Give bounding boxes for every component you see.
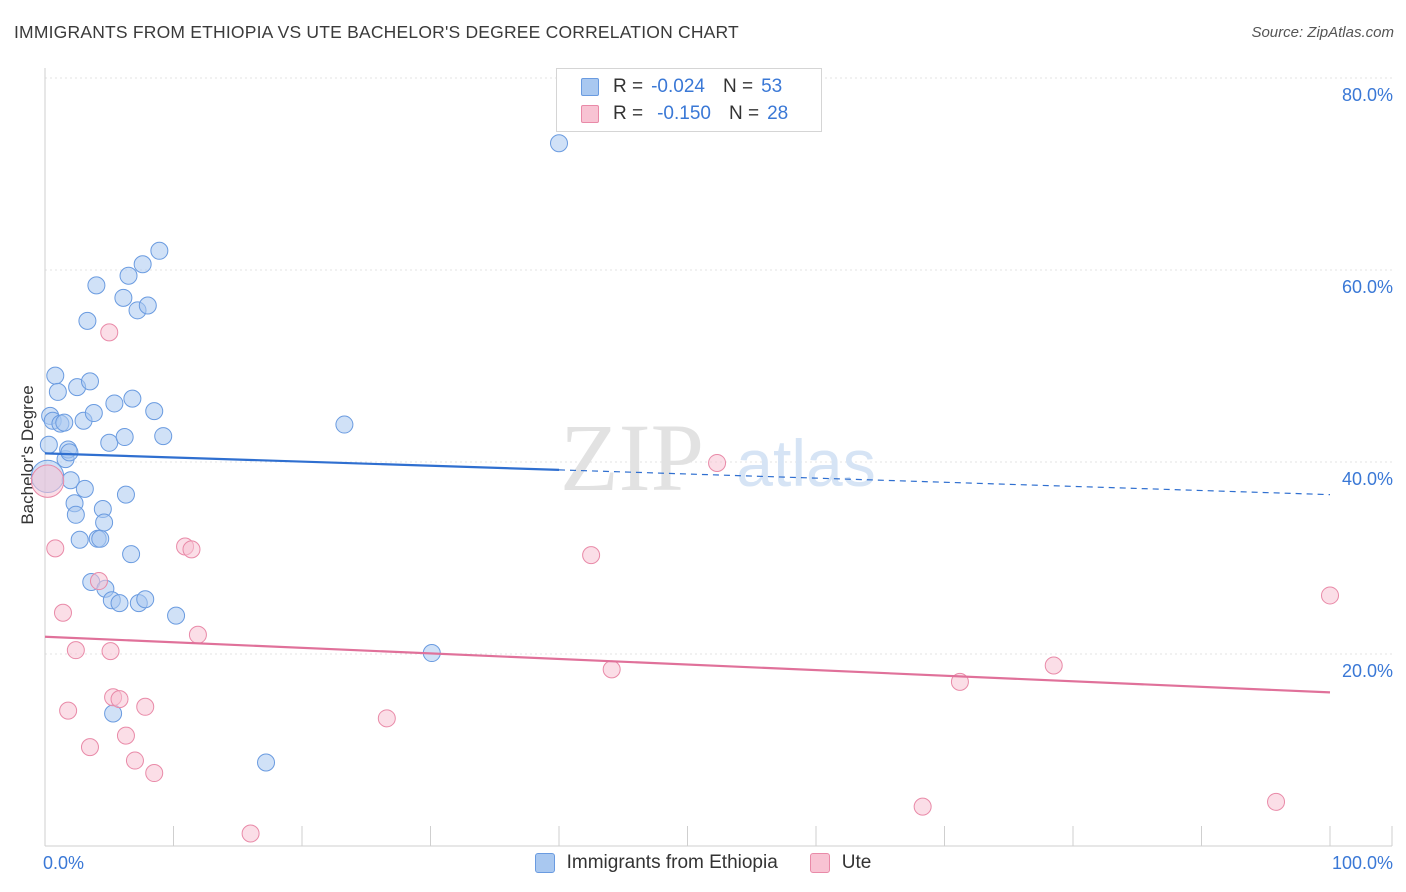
point-ute-5 (80, 738, 99, 757)
watermark-zip: ZIP (560, 404, 704, 511)
point-ute-3 (59, 701, 78, 720)
point-ethiopia-36 (119, 266, 138, 285)
point-ute-27 (1321, 586, 1339, 605)
point-ethiopia-5 (48, 382, 67, 401)
point-ethiopia-45 (150, 241, 169, 260)
point-ute-13 (136, 697, 155, 716)
point-ethiopia-17 (75, 479, 94, 498)
series-label-ute: Ute (841, 852, 872, 873)
legend-r-label: R = (613, 103, 644, 124)
point-ethiopia-43 (138, 296, 157, 315)
point-ute-14 (145, 764, 164, 783)
series-legend-ute[interactable]: Ute (809, 852, 872, 874)
point-ethiopia-21 (84, 404, 103, 423)
point-ethiopia-38 (123, 389, 142, 408)
point-ute-21 (602, 660, 621, 679)
point-ethiopia-46 (154, 427, 173, 446)
x-tick-label-0: 0.0% (43, 853, 84, 873)
point-ethiopia-22 (87, 276, 106, 295)
legend-n-label: N = (722, 76, 754, 97)
point-ute-10 (110, 690, 129, 709)
point-ethiopia-10 (60, 443, 79, 462)
point-ute-25 (1044, 656, 1063, 675)
legend-n-value: 28 (767, 103, 789, 124)
point-ethiopia-32 (110, 594, 129, 613)
point-ute-16 (182, 540, 201, 559)
trend-lines (44, 452, 1331, 694)
point-ute-12 (125, 751, 144, 770)
legend-r-label: R = (613, 76, 644, 97)
legend-swatch-ethiopia (581, 78, 599, 96)
point-ute-6 (89, 572, 108, 591)
point-ethiopia-49 (335, 415, 354, 434)
trend-ethiopia-solid (44, 452, 560, 471)
point-ethiopia-7 (55, 413, 74, 432)
legend-n-value: 53 (761, 76, 783, 97)
point-ethiopia-19 (80, 372, 99, 391)
point-ute-11 (116, 726, 135, 745)
point-ethiopia-51 (550, 134, 568, 153)
point-ute-18 (241, 824, 260, 843)
point-ethiopia-44 (145, 402, 164, 421)
series-swatch-ute (809, 853, 830, 873)
y-tick-label-80: 80.0% (1342, 85, 1393, 105)
point-ute-2 (53, 603, 72, 622)
point-ethiopia-1 (39, 435, 58, 454)
x-tick-label-100: 100.0% (1332, 853, 1393, 873)
point-ethiopia-4 (46, 366, 65, 385)
legend-r-value: -0.150 (657, 103, 711, 124)
series-legend-ethiopia[interactable]: Immigrants from Ethiopia (534, 852, 778, 874)
point-ethiopia-41 (133, 255, 152, 274)
point-ethiopia-48 (257, 753, 276, 772)
legend-row-ethiopia: R = -0.024 N = 53 (581, 75, 782, 99)
axes (44, 68, 1393, 847)
point-ute-7 (100, 323, 119, 342)
watermark-atlas: atlas (736, 426, 875, 500)
source-label: Source: ZipAtlas.com (1251, 24, 1394, 41)
point-ute-23 (913, 797, 932, 816)
point-ethiopia-35 (116, 485, 135, 504)
y-tick-label-40: 40.0% (1342, 469, 1393, 489)
chart-title: IMMIGRANTS FROM ETHIOPIA VS UTE BACHELOR… (14, 22, 739, 42)
point-ethiopia-37 (122, 545, 141, 564)
trend-ute-solid (44, 635, 1331, 694)
y-tick-label-20: 20.0% (1342, 661, 1393, 681)
point-ethiopia-30 (105, 394, 124, 413)
series-swatch-ethiopia (534, 853, 555, 873)
point-ethiopia-47 (167, 606, 186, 625)
point-ute-8 (101, 642, 120, 661)
legend-swatch-ute (581, 105, 599, 123)
point-ute-1 (46, 539, 65, 558)
point-ute-19 (377, 709, 396, 728)
series-legend: Immigrants from Ethiopia Ute (0, 852, 1406, 874)
point-ethiopia-13 (66, 505, 85, 524)
point-ethiopia-34 (115, 428, 134, 447)
point-ethiopia-28 (100, 433, 119, 452)
point-ethiopia-33 (114, 288, 133, 307)
point-ethiopia-42 (136, 590, 155, 609)
y-tick-label-60: 60.0% (1342, 277, 1393, 297)
watermark: ZIP atlas (560, 404, 876, 511)
legend-n-label: N = (728, 103, 760, 124)
legend-row-ute: R = -0.150 N = 28 (581, 102, 788, 126)
point-ute-17 (188, 625, 207, 644)
point-ute-0 (30, 464, 65, 498)
point-ute-20 (582, 546, 601, 565)
data-points (30, 134, 1339, 843)
point-ethiopia-18 (78, 311, 97, 330)
correlation-legend: R = -0.024 N = 53 R = -0.150 N = 28 (556, 68, 822, 132)
point-ethiopia-26 (95, 513, 114, 532)
point-ute-22 (708, 453, 727, 472)
point-ute-26 (1267, 792, 1286, 811)
series-label-ethiopia: Immigrants from Ethiopia (566, 852, 778, 873)
point-ute-4 (66, 641, 85, 660)
tick-labels: 20.0% 40.0% 60.0% 80.0% 0.0% 100.0% (43, 85, 1393, 873)
gridlines (45, 77, 1392, 655)
legend-r-value: -0.024 (651, 76, 705, 97)
trend-ethiopia-dashed (558, 469, 1331, 496)
point-ethiopia-24 (91, 529, 110, 548)
point-ethiopia-15 (70, 530, 89, 549)
